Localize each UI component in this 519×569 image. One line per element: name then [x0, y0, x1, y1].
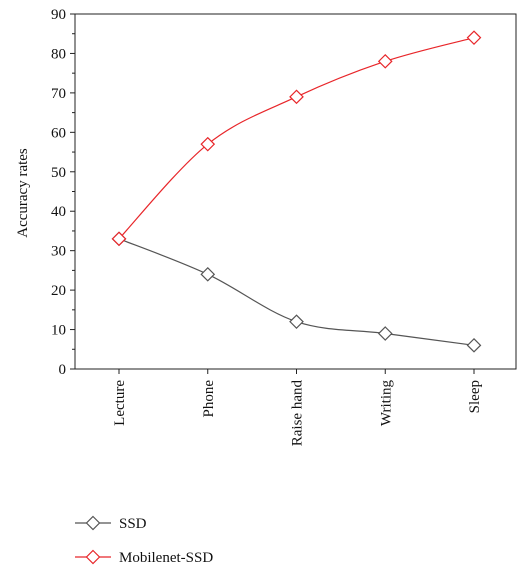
x-tick-label: Lecture: [112, 380, 128, 426]
data-point: [466, 337, 482, 353]
data-point: [377, 53, 393, 69]
y-tick-label: 90: [51, 7, 66, 23]
y-tick-label: 20: [51, 283, 66, 299]
data-point: [289, 314, 304, 330]
legend: SSD Mobilenet-SSD: [75, 515, 213, 566]
data-point: [200, 266, 216, 282]
data-point: [377, 326, 393, 341]
series-group: [111, 30, 482, 353]
data-point: [111, 231, 127, 247]
x-tick-label: Phone: [201, 380, 217, 418]
legend-item: Mobilenet-SSD: [75, 549, 213, 566]
legend-marker: [85, 549, 101, 565]
y-tick-label: 40: [51, 204, 66, 220]
x-tick-label: Sleep: [467, 380, 483, 413]
y-tick-label: 80: [51, 46, 66, 62]
y-tick-label: 70: [51, 86, 66, 102]
legend-label: SSD: [119, 516, 147, 532]
y-axis-ticks: 0 10 20 30 40 50 60 70 80 90: [51, 7, 75, 378]
legend-label: Mobilenet-SSD: [119, 550, 213, 566]
x-tick-label: Writing: [378, 380, 394, 427]
series-line: [118, 238, 475, 346]
legend-marker: [85, 515, 101, 531]
x-tick-label: Raise hand: [290, 380, 306, 447]
y-axis-title: Accuracy rates: [15, 148, 31, 238]
y-tick-label: 10: [51, 323, 66, 339]
series-ssd: [111, 231, 482, 353]
series-mobilenet-ssd: [111, 30, 482, 247]
series-line: [118, 37, 475, 240]
data-point: [200, 136, 216, 152]
y-tick-label: 50: [51, 165, 66, 181]
legend-item: SSD: [75, 515, 147, 532]
y-tick-label: 0: [59, 362, 67, 378]
y-tick-label: 60: [51, 125, 66, 141]
y-tick-label: 30: [51, 244, 66, 260]
data-point: [289, 89, 304, 105]
data-point: [466, 30, 482, 46]
x-axis-ticks: Lecture Phone Raise hand Writing Sleep: [112, 369, 483, 446]
